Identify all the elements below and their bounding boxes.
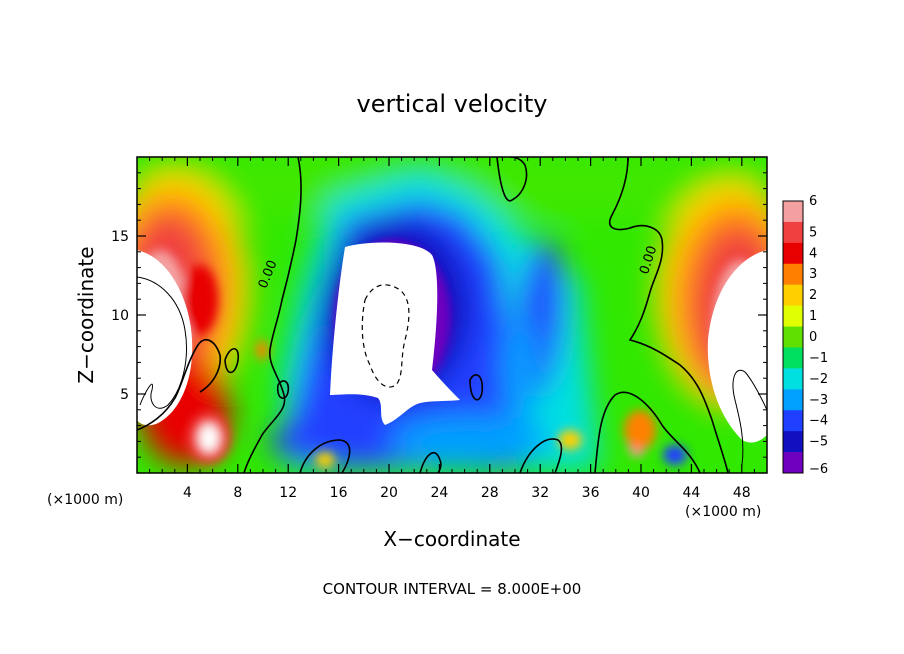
x-unit-label-right: (×1000 m) (685, 504, 761, 520)
x-tick-label: 40 (632, 485, 650, 501)
x-tick-label: 36 (582, 485, 600, 501)
field-spot-yellow-2 (558, 430, 582, 450)
field-lower-cyan (390, 415, 550, 465)
contour-small-loop-1 (224, 347, 240, 374)
x-tick-label: 8 (233, 485, 242, 501)
colorbar-frame (782, 200, 804, 474)
field-right-stripe-2 (502, 315, 538, 425)
y-tick-label: 15 (111, 229, 129, 245)
contour-right-thin (732, 369, 767, 466)
colorbar: 6 5 4 3 2 1 0 −1 −2 −3 −4 −5 −6 (782, 194, 828, 477)
colorbar-label: 3 (809, 267, 817, 282)
colorbar-label: −1 (809, 351, 828, 366)
colorbar-swatch (783, 431, 803, 453)
field-left-mid (182, 265, 218, 335)
field-spot-yellow-1 (315, 452, 335, 468)
y-tick-label: 10 (111, 308, 129, 324)
contour-lower-1 (299, 439, 351, 473)
x-tick-label: 16 (330, 485, 348, 501)
colorbar-swatch (783, 368, 803, 390)
colorbar-label: −5 (809, 435, 828, 450)
x-axis-label: X−coordinate (383, 527, 520, 551)
colorbar-swatch (783, 221, 803, 244)
contour-left-thin (137, 276, 187, 409)
field-spot-blue-1 (663, 445, 687, 465)
colorbar-label: −4 (809, 414, 828, 429)
y-tick-label: 5 (120, 387, 129, 403)
field-spot-orange-1 (624, 410, 656, 450)
colorbar-swatch (783, 263, 803, 286)
colorbar-swatch (783, 347, 803, 369)
x-axis-ticks: 4 8 12 16 20 24 28 32 36 40 44 48 (149, 157, 755, 501)
colorbar-swatch (783, 452, 803, 474)
y-axis-ticks: 5 10 15 (111, 172, 767, 458)
colorbar-swatch (783, 201, 803, 223)
contour-interval-note: CONTOUR INTERVAL = 8.000E+00 (323, 580, 582, 598)
x-tick-label: 44 (682, 485, 700, 501)
contour-lower-4 (594, 391, 701, 473)
colorbar-swatch (783, 242, 803, 265)
x-unit-label-left: (×1000 m) (47, 492, 123, 508)
colorbar-label: 2 (809, 288, 817, 303)
plot-area (137, 157, 767, 473)
contour-center-dashed (361, 284, 410, 388)
colorbar-swatch (783, 284, 803, 307)
y-axis-label: Z−coordinate (74, 246, 98, 383)
contour-zero-left-lower (137, 339, 222, 431)
colorbar-swatch (783, 410, 803, 432)
colorbar-label: −6 (809, 462, 828, 477)
colorbar-label: 5 (809, 225, 817, 240)
x-tick-label: 24 (430, 485, 448, 501)
field-saturated (137, 242, 767, 443)
velocity-field (137, 157, 767, 470)
field-ring-inner (199, 424, 219, 452)
x-tick-label: 28 (481, 485, 499, 501)
x-tick-label: 20 (380, 485, 398, 501)
contour-small-loop-2 (276, 380, 290, 399)
field-saturated-right (707, 250, 767, 443)
contour-lines (137, 157, 767, 473)
contour-zero-left (243, 157, 302, 473)
x-tick-label: 12 (279, 485, 297, 501)
chart-title: vertical velocity (357, 90, 548, 118)
colorbar-swatch (783, 389, 803, 411)
x-tick-label: 32 (531, 485, 549, 501)
colorbar-label: 4 (809, 246, 817, 261)
field-saturated-center (330, 242, 460, 425)
field-saturated-left (137, 250, 193, 426)
colorbar-label: 1 (809, 309, 817, 324)
contour-zero-top (496, 157, 528, 202)
colorbar-label: 6 (809, 194, 817, 209)
contour-small-loop-3 (469, 374, 484, 401)
contour-zero-right (608, 157, 729, 473)
colorbar-label: 0 (809, 330, 817, 345)
colorbar-swatch (783, 305, 803, 328)
x-tick-label: 48 (733, 485, 751, 501)
colorbar-label: −2 (809, 372, 828, 387)
x-tick-label: 4 (183, 485, 192, 501)
colorbar-label: −3 (809, 393, 828, 408)
field-spot-orange-2 (256, 340, 268, 360)
colorbar-swatch (783, 326, 803, 348)
contour-lower-3 (519, 438, 563, 473)
